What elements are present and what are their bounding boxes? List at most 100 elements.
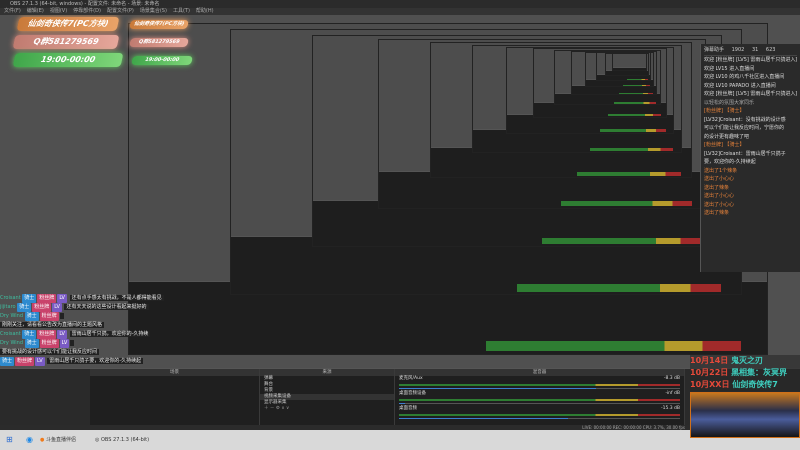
volume-meter <box>399 399 680 401</box>
taskbar-label: 斗鱼直播伴侣 <box>45 437 76 443</box>
status-bar: LIVE: 00:00:00 REC: 00:00:00 CPU: 3.7%, … <box>0 425 800 430</box>
chat-message: [粉丝牌] 【骑士】 <box>704 142 745 148</box>
qq-group-banner: Q群581279569 <box>12 35 120 49</box>
preview-canvas[interactable] <box>0 15 800 368</box>
user-badge: 骑士 <box>17 303 32 312</box>
chat-username: Croisant <box>0 295 21 301</box>
user-badge: 粉丝牌 <box>32 303 52 312</box>
user-badge: 骑士 <box>0 357 15 366</box>
menu-scene-collection[interactable]: 场景集合(S) <box>139 8 167 14</box>
user-badge: 粉丝牌 <box>39 312 59 321</box>
taskbar-app-douyu[interactable]: ● 斗鱼直播伴侣 <box>40 435 76 445</box>
menu-docks[interactable]: 停靠部件(D) <box>73 8 101 14</box>
overlay-chat-row: 刚刚关注，请看看公告改为直播间的主题风格 <box>0 321 180 330</box>
webcam-keyboard-view <box>690 392 800 438</box>
source-item[interactable]: 显示器采集 <box>264 400 287 405</box>
chat-message: 欢迎 [粉丝牌] [LV5] 雷雨山居千只鸽进入直播间 <box>704 91 797 97</box>
chat-text: 要有挑战的设计感可以个们能让我反应时间 <box>0 349 100 355</box>
chat-text: 雷雨山居千只鸽，欢迎你的-久持续 <box>69 331 151 337</box>
douyu-icon: ● <box>40 437 45 443</box>
mixer-channel: 桌面音频设备 -inf dB <box>395 391 684 404</box>
schedule-date: 10月14日 <box>690 356 729 365</box>
schedule-date: 10月22日 <box>690 368 729 377</box>
schedule-row: 10月XX日 仙剑奇侠传7 <box>690 379 800 391</box>
chat-text: 刚刚关注，请看看公告改为直播间的主题风格 <box>0 322 105 328</box>
chat-message: 以轻松的氛围大家同乐 <box>704 99 755 106</box>
game-title-banner: 仙剑奇侠传7(PC方块) <box>16 17 120 31</box>
menu-profile[interactable]: 配置文件(P) <box>106 8 134 14</box>
source-item[interactable]: 弹幕 <box>264 376 273 381</box>
user-badge: 粉丝牌 <box>39 339 59 348</box>
obs-icon: ◎ <box>95 437 100 443</box>
schedule-title: 黑相集：灰冥界 <box>731 368 788 377</box>
menu-view[interactable]: 视图(V) <box>49 8 68 14</box>
time-banner-reflection: 19:00-00:00 <box>131 56 193 65</box>
chat-message: 欢迎 LV15 进入直播间 <box>704 65 755 72</box>
user-badge: 骑士 <box>22 294 37 303</box>
taskbar-app-obs[interactable]: ◎ OBS 27.1.3 (64-bit) <box>95 435 149 445</box>
chat-message: 送出了辣条 <box>704 210 730 216</box>
channel-db: -15.3 dB <box>660 406 680 411</box>
overlay-chat-row: Croisant 骑士 粉丝牌 LV 还有点手感太有挑战，不是人都得能看见 <box>0 294 180 303</box>
chat-message: 送出了小心心 <box>704 201 735 208</box>
chat-stat-popularity: 1902 <box>731 47 745 53</box>
volume-slider[interactable] <box>399 418 680 419</box>
scenes-dock: 场景 <box>90 369 260 426</box>
game-title-banner-reflection: 仙剑奇侠传7(PC方块) <box>129 20 189 29</box>
chat-header: 弹幕助手 1902 31 623 <box>704 46 797 56</box>
volume-slider[interactable] <box>399 388 680 389</box>
channel-name: 麦克风/Aux <box>399 376 423 381</box>
volume-fill <box>399 418 568 419</box>
user-badge: LV <box>57 294 67 303</box>
sources-header: 来源 <box>260 369 394 376</box>
source-item[interactable]: 背景 <box>264 388 273 393</box>
schedule-overlay: 10月14日 鬼灭之刃 10月22日 黑相集：灰冥界 10月XX日 仙剑奇侠传7 <box>690 355 800 391</box>
source-item[interactable]: 视频采集设备 <box>260 394 394 400</box>
volume-fill <box>399 403 405 404</box>
chat-message-list[interactable]: 欢迎 [粉丝牌] [LV5] 雷雨山居千只鸽进入直播间欢迎 LV15 进入直播间… <box>704 56 797 218</box>
source-toolbar[interactable]: ＋ － ⚙ ∧ ∨ <box>264 406 290 411</box>
menu-bar: 文件(F) 编辑(E) 视图(V) 停靠部件(D) 配置文件(P) 场景集合(S) 工具(T… <box>0 8 800 15</box>
title-bar: OBS 27.1.3 (64-bit, windows) - 配置文件: 未命名… <box>0 0 800 8</box>
mixer-header: 混音器 <box>395 369 684 376</box>
channel-name: 桌面音频设备 <box>399 391 426 396</box>
mixer-channel: 桌面音频 -15.3 dB <box>395 406 684 419</box>
schedule-title: 鬼灭之刃 <box>731 356 764 365</box>
chat-stat-fans: 31 <box>751 47 759 53</box>
sources-dock: 来源 弹幕 舞台 背景 视频采集设备 显示器采集 ＋ － ⚙ ∧ ∨ <box>260 369 395 426</box>
channel-db: -8.3 dB <box>663 376 680 381</box>
user-badge: LV <box>35 357 45 366</box>
chat-message: 送出了小心心 <box>704 176 735 182</box>
chat-title: 弹幕助手 <box>704 47 725 53</box>
menu-edit[interactable]: 编辑(E) <box>26 8 44 14</box>
qq-group-banner-reflection: Q群581279569 <box>129 38 189 47</box>
schedule-row: 10月14日 鬼灭之刃 <box>690 355 800 367</box>
chat-username: Dry Wind <box>0 313 24 319</box>
overlay-chat-row: jijitaro 骑士 粉丝牌 LV 还有天天说的这些设计看起来挺好的 <box>0 303 180 312</box>
chat-message: 送出了辣条 <box>704 184 730 191</box>
window-title: OBS 27.1.3 (64-bit, windows) - 配置文件: 未命名… <box>10 1 160 7</box>
chat-message: 欢迎 [粉丝牌] [LV5] 雷雨山居千只鸽进入直播间 <box>704 57 797 63</box>
scenes-header: 场景 <box>90 369 259 376</box>
volume-slider[interactable] <box>399 403 680 404</box>
chat-message: 可以个们能让我反应时间，宁愿你的 <box>704 125 785 131</box>
schedule-time-banner: 19:00-00:00 <box>12 53 124 67</box>
chat-message: 的设计更有趣味了吧 <box>704 133 750 140</box>
menu-tools[interactable]: 工具(T) <box>172 8 190 14</box>
volume-meter <box>399 384 680 386</box>
chat-message: 要，欢迎你的-久持续起 <box>704 159 756 165</box>
start-icon[interactable]: ⊞ <box>6 435 13 444</box>
overlay-chat-row: 要有挑战的设计感可以个们能让我反应时间 <box>0 348 180 357</box>
user-badge: 骑士 <box>24 339 39 348</box>
chat-text <box>70 340 75 346</box>
taskbar-label: OBS 27.1.3 (64-bit) <box>100 437 150 443</box>
chat-message: 送出了1个辣条 <box>704 167 738 174</box>
user-badge: LV <box>57 330 67 339</box>
volume-meter <box>399 414 680 416</box>
menu-file[interactable]: 文件(F) <box>4 8 21 14</box>
menu-help[interactable]: 帮助(H) <box>195 8 214 14</box>
user-badge: 骑士 <box>24 312 39 321</box>
source-item[interactable]: 舞台 <box>264 382 273 387</box>
mirrored-obs-frame <box>611 53 648 72</box>
edge-icon[interactable]: ◉ <box>26 435 33 444</box>
